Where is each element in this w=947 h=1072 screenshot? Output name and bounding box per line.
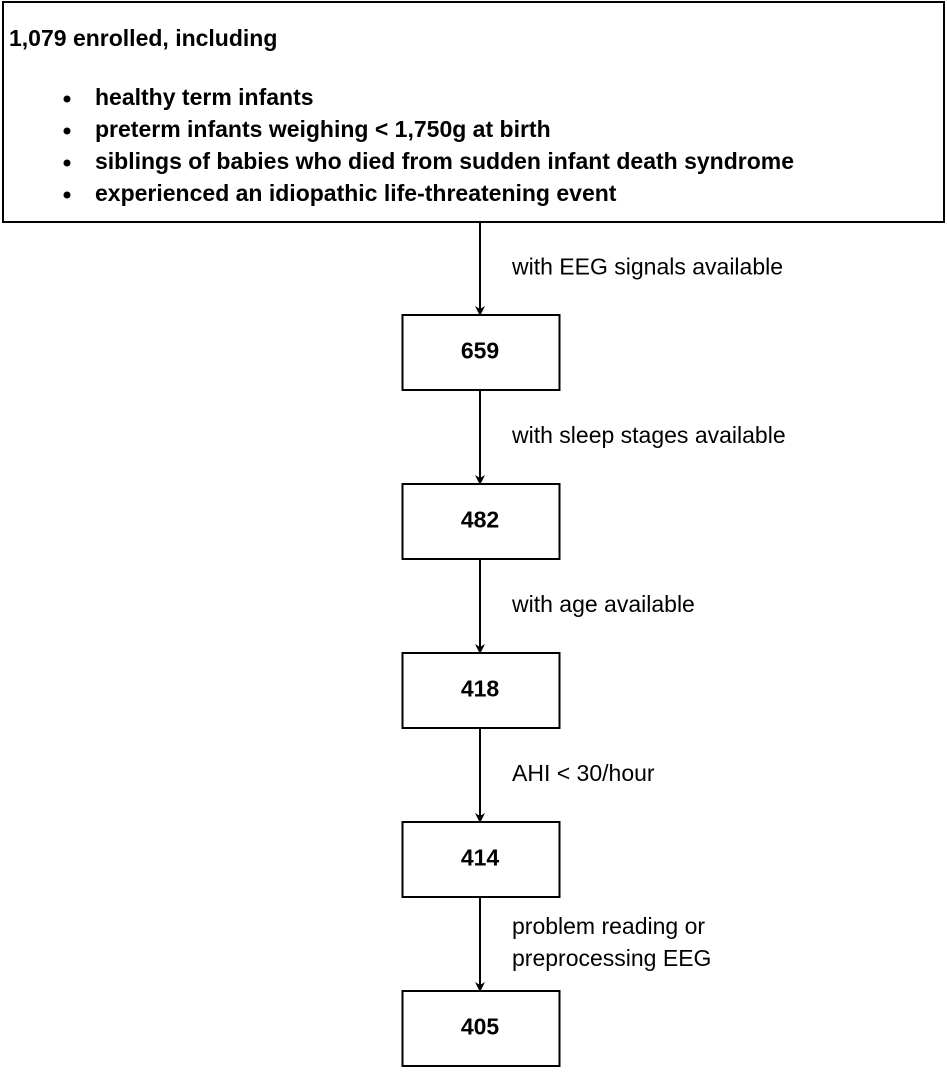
count: 414 — [461, 845, 500, 871]
count-box — [401, 821, 561, 898]
count-box — [401, 990, 561, 1067]
enrollment-box — [2, 1, 945, 223]
step-label: with EEG signals available — [511, 254, 783, 280]
bullet — [63, 191, 71, 199]
step-label: problem reading or — [512, 913, 705, 939]
criterion: healthy term infants — [95, 84, 314, 110]
bullet — [63, 159, 71, 167]
bullet — [63, 127, 71, 135]
count: 405 — [461, 1014, 500, 1040]
criterion: preterm infants weighing < 1,750g at bir… — [95, 116, 551, 142]
step-label: AHI < 30/hour — [512, 760, 655, 786]
step-label: with age available — [511, 591, 695, 617]
count-box — [401, 314, 561, 391]
count: 418 — [461, 676, 500, 702]
enrollment-title: 1,079 enrolled, including — [9, 25, 277, 51]
bullet — [63, 95, 71, 103]
step-label: preprocessing EEG — [512, 945, 711, 971]
count: 482 — [461, 507, 499, 533]
step-label: with sleep stages available — [511, 422, 786, 448]
count-box — [401, 483, 561, 560]
criterion: siblings of babies who died from sudden … — [95, 148, 794, 174]
count: 659 — [461, 338, 499, 364]
criterion: experienced an idiopathic life-threateni… — [95, 180, 617, 206]
